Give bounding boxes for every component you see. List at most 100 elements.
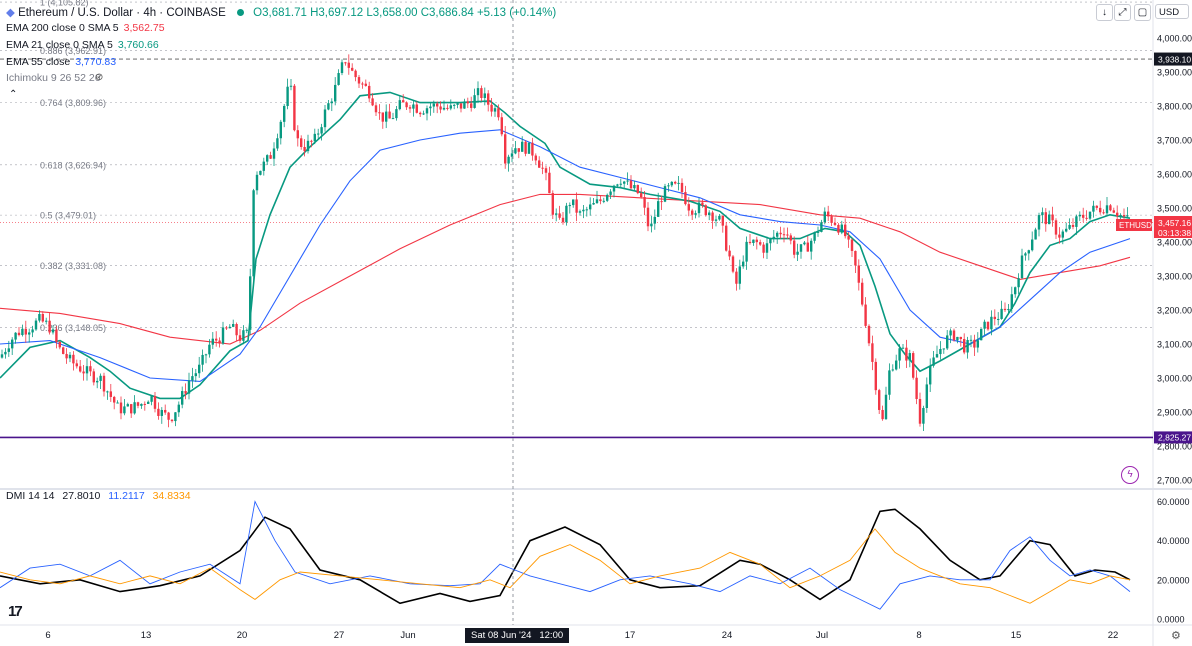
candle-up [929,365,932,385]
candle-up [606,194,609,201]
candle-down [446,107,449,109]
candle-up [194,373,197,377]
candle-up [769,238,772,244]
price-tag-top-bg [1154,52,1192,66]
maximize-icon[interactable]: ▢ [1134,4,1151,21]
y-tick-label: 3,800.00 [1157,102,1192,112]
candle-down [541,167,544,169]
candle-down [368,85,371,99]
y-tick-label: 3,100.00 [1157,340,1192,350]
candle-up [895,360,898,370]
candle-down [170,419,174,422]
y-tick-label: 3,500.00 [1157,204,1192,214]
axes: 4,000.00 3,900.00 3,800.00 3,700.00 3,600.00… [45,34,1192,642]
dmi-line-adx [0,508,1131,605]
lightning-icon[interactable]: ϟ [1121,466,1139,484]
y-tick-label: 3,700.00 [1157,136,1192,146]
candle-down [517,148,520,152]
candle-up [565,205,568,223]
candle-up [976,340,979,348]
candle-up [140,403,143,406]
candle-down [575,199,578,213]
candle-down [102,375,106,392]
candle-down [531,142,534,156]
ema200-label: EMA 200 close 0 SMA 5 [6,22,119,34]
candle-up [745,241,748,262]
candle-up [776,232,779,237]
candle-down [629,180,633,189]
candle-up [983,321,986,329]
candle-up [412,104,415,109]
candle-up [255,174,259,191]
indicator-ichimoku[interactable]: Ichimoku 9 26 52 26 [6,72,101,84]
candle-up [956,336,959,341]
candle-down [157,408,160,416]
candle-up [204,354,208,356]
candle-down [867,325,871,344]
symbol-title[interactable]: Ethereum / U.S. Dollar · 4h · COINBASE [18,7,226,19]
candle-up [126,404,129,407]
candle-down [918,399,922,424]
symbol-header: ◆ Ethereum / U.S. Dollar · 4h · COINBASE… [6,5,556,19]
tradingview-logo-icon[interactable]: 17 [8,603,23,620]
candle-up [589,204,592,210]
candle-down [218,340,221,344]
candle-up [1041,212,1044,216]
candle-up [425,108,429,114]
candle-up [160,409,163,416]
candle-up [633,185,636,189]
candle-down [48,320,51,333]
currency-selector[interactable]: USD [1155,4,1189,19]
collapse-icon[interactable]: ⤢ [1114,4,1131,21]
candle-up [283,105,286,122]
candle-up [803,242,806,245]
candle-down [1116,212,1119,217]
dmi-lines [0,500,1131,610]
candle-down [184,391,187,394]
indicator-ema21[interactable]: EMA 21 close 0 SMA 5 3,760.66 [6,39,159,51]
candle-down [130,404,133,414]
candle-up [1065,228,1068,232]
fib-label: 0.5 (3,479.01) [40,211,96,221]
chevron-down-icon[interactable]: ↓ [1096,4,1113,21]
candle-up [330,101,333,104]
candle-down [1109,205,1112,211]
candle-up [922,408,925,424]
fib-levels: 1 (4,105.82) 0.886 (3,962.91) 0.764 (3,809… [0,0,1153,333]
symbol-tag-bg [1116,219,1152,231]
candle-up [21,328,24,336]
candle-up [198,364,201,374]
indicator-ema200[interactable]: EMA 200 close 0 SMA 5 3,562.75 [6,22,165,34]
candle-down [701,202,704,206]
candle-down [684,192,687,205]
horizontal-lines[interactable] [0,58,1153,439]
candle-up [942,348,945,350]
dmi-legend[interactable]: DMI 14 14 27.8010 11.2117 34.8334 [6,490,191,502]
candle-up [657,201,660,217]
candle-up [619,183,622,185]
candle-down [62,347,65,354]
candle-up [1092,205,1095,212]
candle-up [1037,215,1041,230]
candle-up [1105,205,1109,214]
collapse-chevron-icon[interactable]: ⌃ [9,89,18,100]
dmi-minus-value: 34.8334 [152,490,191,502]
candle-up [133,402,136,414]
candle-up [51,329,55,333]
candle-down [762,244,765,253]
candle-up [429,106,432,109]
price-tag-last-bg [1154,216,1192,238]
ema21-value: 3,760.66 [117,39,159,51]
hidden-eye-icon[interactable]: ⊘ [95,72,104,83]
gear-icon[interactable]: ⚙ [1171,630,1181,642]
candle-up [337,73,340,85]
candle-up [0,354,4,358]
candle-down [1102,212,1105,214]
candle-down [296,130,299,139]
candle-down [687,204,690,211]
indicator-ema55[interactable]: EMA 55 close 3,770.83 [6,56,116,68]
candle-down [1051,214,1054,221]
ema-lines [0,91,1131,400]
